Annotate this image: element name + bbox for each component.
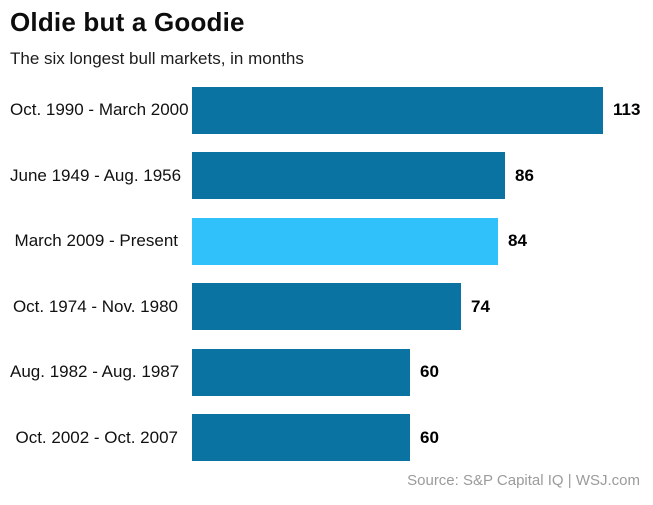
bar-label: Oct. 1974 - Nov. 1980 (12, 296, 178, 316)
bar (192, 152, 505, 200)
bar-label: Oct. 1990 - March 2000 (10, 100, 189, 120)
bar-row: Oct. 1990 - March 2000 113 (10, 86, 641, 134)
bar-row: Oct. 1974 - Nov. 1980 74 (10, 283, 641, 331)
bar (192, 414, 410, 462)
value-label: 86 (515, 165, 534, 185)
page-title: Oldie but a Goodie (10, 7, 245, 37)
source-credit: Source: S&P Capital IQ | WSJ.com (407, 472, 640, 489)
bar-label: Oct. 2002 - Oct. 2007 (15, 427, 178, 447)
value-label: 84 (508, 231, 527, 251)
value-label: 60 (420, 427, 439, 447)
bar-label: Aug. 1982 - Aug. 1987 (10, 362, 180, 382)
value-label: 60 (420, 362, 439, 382)
bar-chart: Oct. 1990 - March 2000 113 June 1949 - A… (10, 86, 641, 462)
bar-row: June 1949 - Aug. 1956 86 (10, 152, 641, 200)
bar-highlighted (192, 217, 498, 265)
bar (192, 283, 461, 331)
bar (192, 86, 603, 134)
bar-row: March 2009 - Present 84 (10, 217, 641, 265)
bar-label: March 2009 - Present (14, 231, 178, 251)
bar-label: June 1949 - Aug. 1956 (10, 165, 182, 185)
value-label: 113 (613, 100, 641, 120)
bar (192, 348, 410, 396)
value-label: 74 (471, 296, 490, 316)
bar-row: Oct. 2002 - Oct. 2007 60 (10, 414, 641, 462)
chart-subtitle: The six longest bull markets, in months (10, 48, 304, 68)
bar-row: Aug. 1982 - Aug. 1987 60 (10, 348, 641, 396)
